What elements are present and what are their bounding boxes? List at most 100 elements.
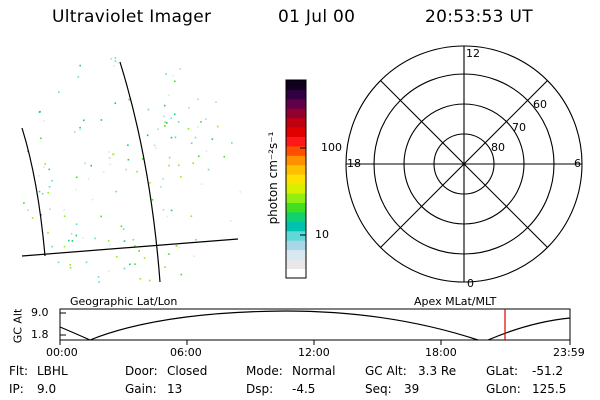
colorbar-cell <box>286 108 306 119</box>
gc-alt-value: 3.3 Re <box>418 364 457 378</box>
altitude-xtick-label-1: 06:00 <box>170 346 202 359</box>
colorbar-cell <box>286 240 306 251</box>
uv-speckle <box>125 168 127 171</box>
colorbar-cell <box>286 89 306 100</box>
uv-speckle <box>136 170 138 173</box>
uv-speckle <box>205 118 207 120</box>
uv-speckle <box>168 156 171 159</box>
colorbar-unit-label: photon cm⁻²s⁻¹ <box>266 131 280 225</box>
altitude-ytick-label-low: 1.8 <box>31 328 49 341</box>
door-label: Door: <box>125 364 158 378</box>
uv-speckle <box>40 213 42 216</box>
uv-speckle <box>164 121 166 123</box>
uv-speckle <box>127 144 129 146</box>
colorbar-cell <box>286 249 306 260</box>
uv-speckle <box>114 60 117 62</box>
uv-speckle <box>163 115 165 118</box>
colorbar-cell <box>286 117 306 128</box>
seq-label: Seq: <box>365 382 392 396</box>
uv-speckle <box>162 178 164 180</box>
observation-time: 20:53:53 UT <box>425 7 533 27</box>
uv-speckle <box>170 136 173 139</box>
uv-speckle <box>38 190 41 193</box>
uv-speckle <box>79 129 81 131</box>
uv-speckle <box>207 168 210 171</box>
uv-speckle <box>63 215 66 217</box>
uv-speckle <box>200 121 202 123</box>
gc-alt-label: GC Alt: <box>365 364 407 378</box>
uv-speckle <box>129 263 131 266</box>
uv-speckle <box>74 131 76 133</box>
uv-speckle <box>77 76 80 78</box>
glat-label: GLat: <box>486 364 519 378</box>
uv-speckle <box>51 179 53 182</box>
uv-speckle <box>141 158 144 160</box>
uv-speckle <box>90 164 92 167</box>
uv-speckle <box>200 183 203 185</box>
uv-speckle <box>149 279 151 282</box>
uv-speckle <box>74 188 77 191</box>
uv-speckle <box>113 65 115 67</box>
filter-label: Flt: <box>9 364 28 378</box>
uv-speckle <box>217 125 219 128</box>
uv-speckle <box>31 217 34 219</box>
mode-label: Mode: <box>246 364 283 378</box>
altitude-xtick-label-3: 18:00 <box>425 346 457 359</box>
altitude-ytick-label-high: 9.0 <box>31 306 49 319</box>
instrument-title: Ultraviolet Imager <box>52 7 212 27</box>
gain-value: 13 <box>167 382 183 396</box>
uv-speckle <box>143 257 146 259</box>
uv-speckle <box>98 281 100 283</box>
uv-speckle <box>166 122 168 124</box>
uv-speckle <box>120 225 123 228</box>
altitude-plot-frame <box>59 308 571 341</box>
uv-speckle <box>160 186 162 188</box>
uv-speckle <box>44 163 47 165</box>
uv-speckle <box>102 171 105 173</box>
uv-image-speckles <box>23 57 241 283</box>
geographic-panel-label: Geographic Lat/Lon <box>70 295 178 308</box>
uv-speckle <box>43 166 45 168</box>
uv-speckle <box>108 157 111 159</box>
uv-speckle <box>75 176 78 179</box>
uv-speckle <box>138 250 140 252</box>
gain-label: Gain: <box>125 382 157 396</box>
uv-speckle <box>146 134 149 137</box>
mlt-label-18: 18 <box>347 157 361 170</box>
colorbar-cell <box>286 164 306 175</box>
uv-speckle <box>177 121 180 123</box>
uv-speckle <box>69 266 72 269</box>
uv-speckle <box>97 276 100 278</box>
uv-speckle <box>132 238 135 241</box>
ip-value: 9.0 <box>37 382 57 396</box>
uv-speckle <box>27 209 29 211</box>
uv-speckle <box>134 263 136 265</box>
observation-date: 01 Jul 00 <box>278 7 356 27</box>
filter-value: LBHL <box>37 364 68 378</box>
mlat-label-60: 60 <box>533 98 547 111</box>
uv-speckle <box>100 215 102 218</box>
uv-speckle <box>75 234 78 237</box>
uv-speckle <box>178 246 181 249</box>
uv-speckle <box>63 245 66 248</box>
colorbar-cell <box>286 268 306 279</box>
uv-speckle <box>114 57 117 59</box>
colorbar-cell <box>286 230 306 241</box>
polar-diagonal-2 <box>380 80 548 248</box>
uv-speckle <box>114 102 117 104</box>
uv-speckle <box>107 240 110 242</box>
colorbar-cell <box>286 80 306 90</box>
uv-speckle <box>128 98 130 101</box>
uv-speckle <box>139 278 142 280</box>
uv-speckle <box>180 175 182 178</box>
mlat-label-80: 80 <box>491 141 505 154</box>
uv-speckle <box>123 267 126 270</box>
polar-plot <box>345 45 583 283</box>
altitude-plot <box>59 308 571 345</box>
colorbar-cell <box>286 136 306 147</box>
uv-speckle <box>38 111 41 113</box>
uv-speckle <box>91 198 94 201</box>
uv-speckle <box>127 158 130 161</box>
uv-speckle <box>27 150 29 153</box>
uv-speckle <box>175 245 178 247</box>
